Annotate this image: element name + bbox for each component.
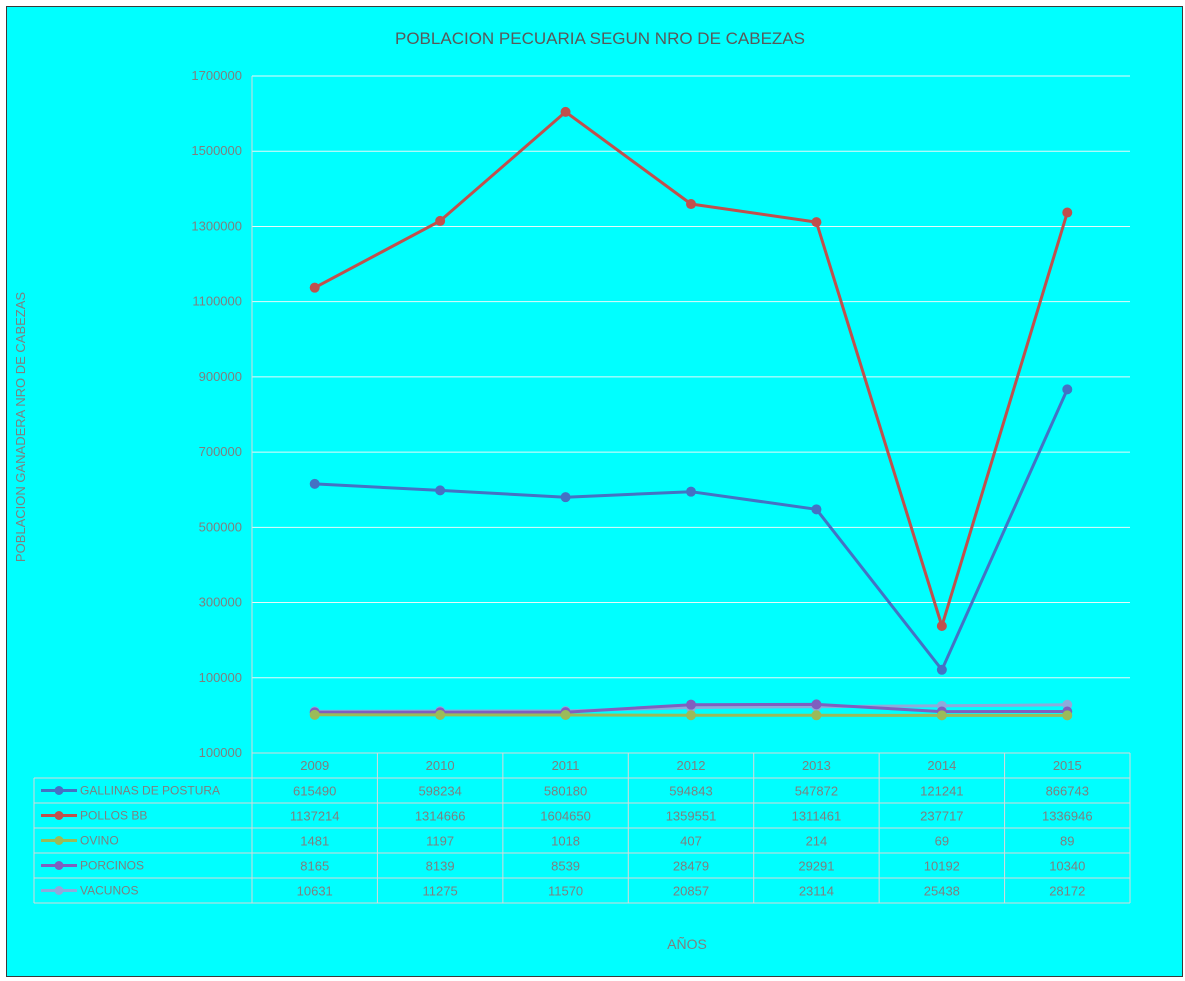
data-point <box>811 217 822 228</box>
series-line <box>313 110 1069 628</box>
data-point <box>936 710 947 721</box>
x-axis-label: AÑOS <box>667 936 707 952</box>
data-label: 547872 <box>795 784 838 799</box>
data-point <box>1062 710 1073 721</box>
legend-entry: OVINO <box>80 834 119 848</box>
data-point <box>309 282 320 293</box>
legend-marker <box>54 836 64 845</box>
data-label: 121241 <box>920 784 963 799</box>
data-label: 8139 <box>426 859 455 874</box>
legend-marker <box>54 786 64 795</box>
x-tick-label: 2015 <box>1053 758 1082 773</box>
gridlines <box>252 75 1130 754</box>
data-point <box>686 710 696 721</box>
series-line <box>314 388 1069 672</box>
data-point <box>435 709 446 720</box>
y-tick-label: 1700000 <box>191 68 242 83</box>
data-label: 1359551 <box>666 809 717 824</box>
data-label: 866743 <box>1046 784 1089 799</box>
data-point <box>309 478 320 489</box>
data-label: 1314666 <box>415 809 466 824</box>
x-tick-label: 2013 <box>802 758 831 773</box>
x-tick-label: 2012 <box>677 758 706 773</box>
x-tick-label: 2009 <box>300 758 329 773</box>
data-label: 1336946 <box>1042 809 1093 824</box>
data-point <box>560 492 571 503</box>
data-label: 28479 <box>673 859 709 874</box>
data-label: 10192 <box>924 859 960 874</box>
data-label: 8165 <box>300 859 329 874</box>
data-label: 89 <box>1060 834 1074 849</box>
data-label: 598234 <box>418 784 461 799</box>
data-label: 1604650 <box>540 809 591 824</box>
data-label: 8539 <box>551 859 580 874</box>
data-label: 237717 <box>920 809 963 824</box>
data-label: 10340 <box>1049 859 1085 874</box>
data-point <box>686 199 696 210</box>
y-tick-label: 900000 <box>199 369 242 384</box>
y-axis-label: POBLACION GANADERA NRO DE CABEZAS <box>13 292 28 563</box>
legend-entry: VACUNOS <box>80 884 138 898</box>
data-label: 10631 <box>297 884 333 899</box>
data-point <box>811 710 822 721</box>
data-label: 11570 <box>548 884 583 899</box>
data-point <box>811 699 822 710</box>
legend-marker <box>54 861 64 870</box>
y-tick-label: 300000 <box>199 595 242 610</box>
data-label: 29291 <box>798 859 834 874</box>
data-label: 615490 <box>293 784 336 799</box>
data-point <box>936 664 947 675</box>
data-point <box>811 504 822 515</box>
y-tick-label: 1300000 <box>191 218 242 233</box>
data-point <box>1062 207 1073 218</box>
data-point <box>435 215 446 226</box>
y-tick-label: 500000 <box>199 519 242 534</box>
data-point <box>1062 384 1073 395</box>
data-label: 23114 <box>799 884 834 899</box>
data-label: 20857 <box>673 884 709 899</box>
data-label: 407 <box>680 834 702 849</box>
data-label: 580180 <box>544 784 587 799</box>
y-tick-label: 100000 <box>199 745 242 760</box>
data-point <box>560 710 571 721</box>
data-label: 1481 <box>300 834 329 849</box>
legend-marker <box>54 886 64 895</box>
chart-title: POBLACION PECUARIA SEGUN NRO DE CABEZAS <box>395 29 805 48</box>
data-label: 69 <box>935 834 949 849</box>
data-point <box>435 485 446 496</box>
data-label: 1311461 <box>792 809 842 824</box>
data-label: 28172 <box>1049 884 1085 899</box>
data-label: 594843 <box>669 784 712 799</box>
y-axis-ticks: 1700000 1500000 1300000 1100000 900000 700000… <box>191 68 242 760</box>
data-point <box>686 486 696 497</box>
data-point <box>560 106 571 117</box>
y-tick-label: 100000 <box>199 670 242 685</box>
legend-marker <box>54 811 64 820</box>
y-tick-label: 700000 <box>199 444 242 459</box>
series-lines <box>309 106 1073 721</box>
data-point <box>936 620 947 631</box>
x-tick-label: 2014 <box>927 758 956 773</box>
data-table: 2009 2010 2011 2012 2013 2014 2015 GALLINAS DE … <box>33 76 1131 904</box>
legend-entry: POLLOS BB <box>80 809 147 823</box>
data-label: 1137214 <box>290 809 340 824</box>
y-tick-label: 1500000 <box>191 143 242 158</box>
data-label: 11275 <box>423 884 458 899</box>
x-tick-label: 2011 <box>552 758 580 773</box>
y-tick-label: 1100000 <box>192 294 242 309</box>
chart-area: POBLACION PECUARIA SEGUN NRO DE CABEZAS … <box>6 6 1183 977</box>
legend-entry: PORCINOS <box>80 859 144 873</box>
legend-entry: GALLINAS DE POSTURA <box>80 784 220 798</box>
data-point <box>686 699 696 710</box>
data-label: 25438 <box>924 884 960 899</box>
x-tick-label: 2010 <box>426 758 455 773</box>
line-chart: POBLACION PECUARIA SEGUN NRO DE CABEZAS … <box>13 29 1131 952</box>
data-label: 214 <box>806 834 828 849</box>
data-point <box>309 709 320 720</box>
data-label: 1197 <box>426 834 454 849</box>
data-label: 1018 <box>551 834 580 849</box>
